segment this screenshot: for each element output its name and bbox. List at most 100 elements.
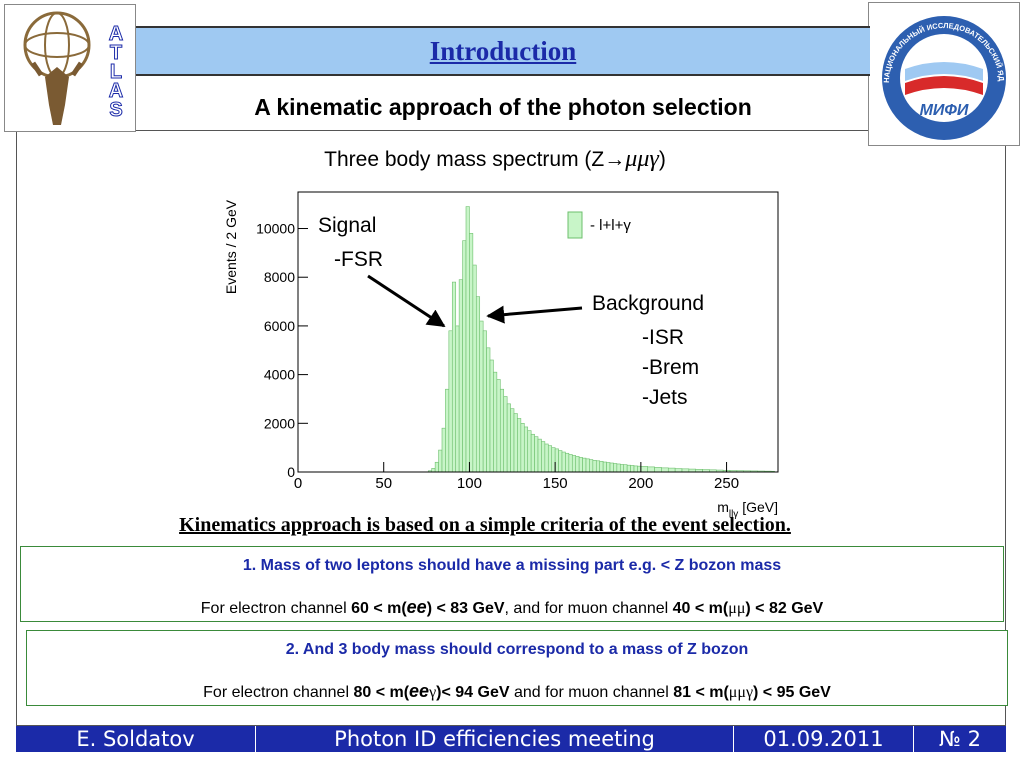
criterion-2-text-b: and for muon channel <box>509 684 674 701</box>
y-tick-label: 6000 <box>264 318 295 334</box>
legend-label: - l+l+γ <box>590 217 631 234</box>
histogram-bar <box>647 466 655 473</box>
histogram-bar <box>558 450 563 473</box>
histogram-bar <box>561 451 566 473</box>
criterion-2-range-a-end: )< 94 GeV <box>436 684 510 701</box>
histogram-bar <box>568 454 573 473</box>
histogram-bar <box>547 445 553 473</box>
seal-mark: МИФИ <box>920 102 969 119</box>
histogram-bar <box>510 408 515 473</box>
fsr-label: -FSR <box>334 248 383 271</box>
spectrum-title-text: Three body mass spectrum (Z <box>324 148 605 171</box>
plot-frame <box>297 191 779 473</box>
histogram-bar <box>441 427 446 473</box>
histogram-bar <box>633 465 638 473</box>
criterion-2-gamma: γ <box>429 684 437 701</box>
atlas-letter: L <box>109 61 123 83</box>
y-tick-label: 4000 <box>264 367 295 383</box>
histogram-bar <box>582 457 587 473</box>
histogram-bar <box>506 403 511 473</box>
histogram-bar <box>496 379 501 473</box>
histogram-bar <box>465 206 470 473</box>
histogram-bar <box>626 464 631 473</box>
criterion-1-text-a: For electron channel <box>200 600 352 617</box>
histogram-bar <box>479 320 484 473</box>
histogram-bar <box>537 438 542 473</box>
legend-swatch <box>567 211 583 239</box>
criterion-1-text-b: , and for muon channel <box>504 600 673 617</box>
histogram-bar <box>451 281 457 473</box>
criterion-1-title: 1. Mass of two leptons should have a mis… <box>242 557 782 574</box>
atlas-letter: S <box>109 99 123 121</box>
spectrum-title: Three body mass spectrum (Z→μμγ) <box>200 146 790 173</box>
criterion-2-detail: For electron channel 80 < m(eeγ)< 94 GeV… <box>27 681 1007 702</box>
jets-label: -Jets <box>642 386 688 409</box>
histogram-bar <box>455 325 460 473</box>
criterion-1-range-a-end: ) < 83 GeV <box>426 600 505 617</box>
spectrum-title-end: ) <box>658 148 666 171</box>
histogram-bar <box>565 452 570 473</box>
x-tick-label: 250 <box>714 475 739 492</box>
histogram-bar <box>486 347 491 473</box>
x-tick-label: 100 <box>457 475 482 492</box>
histogram-bar <box>469 233 474 473</box>
histogram-bar <box>438 449 443 473</box>
criterion-2-range-b: 81 < m( <box>673 684 729 701</box>
footer-author: E. Soldatov <box>16 726 256 752</box>
signal-label: Signal <box>318 214 377 237</box>
criterion-1-ee: ee <box>406 597 427 617</box>
histogram-bar <box>551 447 556 473</box>
criterion-2-title: 2. And 3 body mass should correspond to … <box>285 641 749 658</box>
histogram-bar <box>606 462 611 473</box>
histogram-bar <box>541 441 546 473</box>
histogram-bar <box>595 460 601 473</box>
atlas-letter: A <box>108 23 124 45</box>
footer-page-number: № 2 <box>939 727 981 751</box>
histogram-bars <box>427 206 775 473</box>
y-axis-label: Events / 2 GeV <box>223 199 239 294</box>
title-bar: Introduction <box>136 26 870 76</box>
histogram-bar <box>544 443 549 473</box>
criterion-2-ee: ee <box>409 681 430 701</box>
criterion-1-detail: For electron channel 60 < m(ee) < 83 GeV… <box>21 597 1003 618</box>
histogram-bar <box>654 467 662 473</box>
histogram-bar <box>640 466 649 473</box>
histogram-bar <box>523 426 529 473</box>
page-title: Introduction <box>429 36 577 66</box>
axis-ticks: 0 50 100 150 200 250 0 2000 4000 6000 8000 10000 <box>256 221 739 492</box>
criterion-1-range-b: 40 < m( <box>672 600 729 617</box>
histogram-bar <box>499 388 505 473</box>
histogram-bar <box>527 430 532 473</box>
histogram-bar <box>517 418 522 473</box>
slide-subtitle: A kinematic approach of the photon selec… <box>254 94 752 120</box>
atlas-logo: A T L A S <box>4 4 136 132</box>
histogram-bar <box>578 457 583 473</box>
atlas-figure-icon <box>23 11 91 125</box>
histogram-bar <box>489 359 494 473</box>
histogram-bar <box>520 423 525 473</box>
mephi-logo: НАЦИОНАЛЬНЫЙ ИССЛЕДОВАТЕЛЬСКИЙ ЯДЕРНЫЙ У… <box>865 0 1020 146</box>
criterion-2-text-a: For electron channel <box>203 684 354 701</box>
atlas-letter: T <box>109 42 123 64</box>
histogram-bar <box>616 463 621 473</box>
criterion-box-1: 1. Mass of two leptons should have a mis… <box>20 546 1004 622</box>
footer-meeting: Photon ID efficiencies meeting <box>256 726 734 752</box>
content-frame <box>16 130 1006 726</box>
atlas-letter: A <box>108 80 124 102</box>
histogram-bar <box>472 264 477 473</box>
arrow-symbol: → <box>604 148 626 171</box>
x-tick-label: 200 <box>628 475 653 492</box>
criterion-2-range-b-end: ) < 95 GeV <box>753 684 831 701</box>
histogram-bar <box>609 462 614 473</box>
histogram-bar <box>513 413 518 473</box>
histogram-bar <box>445 388 450 473</box>
criterion-1-range-a: 60 < m( <box>351 600 407 617</box>
mass-spectrum-chart: 0 50 100 150 200 250 0 2000 4000 6000 8000 10000 Ev… <box>223 191 779 520</box>
histogram-bar <box>619 464 625 473</box>
criterion-2-range-a: 80 < m( <box>353 684 410 701</box>
criteria-heading: Kinematics approach is based on a simple… <box>179 514 791 536</box>
footer-bar: E. Soldatov Photon ID efficiencies meeti… <box>16 726 1006 752</box>
histogram-bar <box>585 458 590 473</box>
histogram-bar <box>589 459 594 473</box>
y-tick-label: 0 <box>287 464 295 480</box>
